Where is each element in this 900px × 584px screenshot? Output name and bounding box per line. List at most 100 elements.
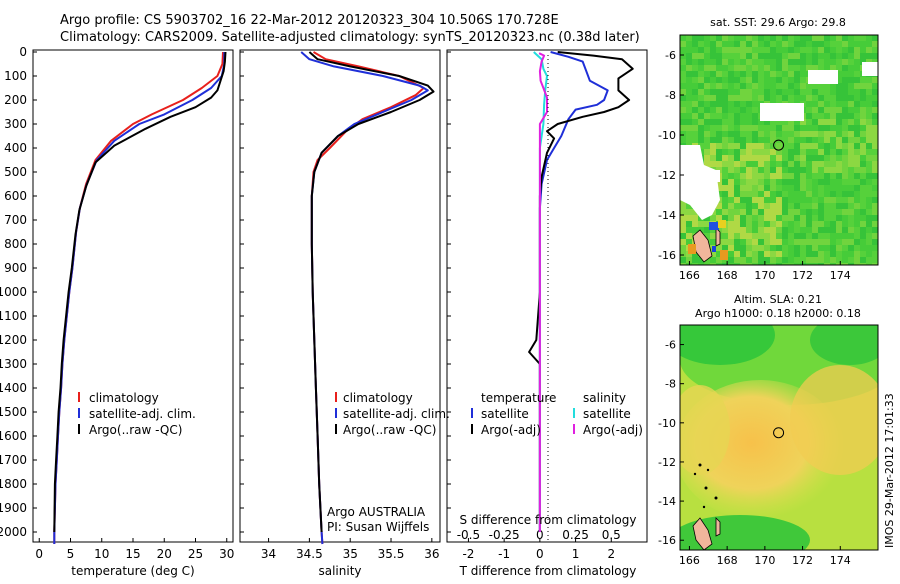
sst-cell (824, 173, 830, 179)
sst-cell (728, 215, 734, 221)
sst-cell (746, 251, 752, 257)
sst-cell (704, 137, 710, 143)
sst-cell (734, 47, 740, 53)
sst-cell (854, 131, 860, 137)
sst-cell (800, 119, 806, 125)
sst-cell (758, 89, 764, 95)
sst-cell (836, 185, 842, 191)
sst-cell (824, 83, 830, 89)
sst-cell (686, 107, 692, 113)
sst-cell (866, 131, 872, 137)
sst-cell (836, 227, 842, 233)
sst-cell (728, 119, 734, 125)
sst-cell (758, 131, 764, 137)
legend-label: climatology (343, 391, 413, 405)
sst-cell (782, 257, 788, 263)
sst-cell (692, 263, 698, 265)
sst-cell (782, 143, 788, 149)
sst-cell (848, 113, 854, 119)
sst-cell (794, 221, 800, 227)
sst-cell (716, 137, 722, 143)
sst-cell (836, 233, 842, 239)
sst-cell (776, 227, 782, 233)
sst-cell (692, 101, 698, 107)
sst-cell (860, 35, 866, 41)
sst-cell (812, 197, 818, 203)
sst-cell (812, 167, 818, 173)
sst-cell (872, 203, 878, 209)
sst-cell (710, 95, 716, 101)
sst-cell (854, 257, 860, 263)
sst-cell (800, 47, 806, 53)
difference-panel-frame (446, 49, 648, 543)
sst-cell (758, 125, 764, 131)
depth-axis: 0 100 200 300 400 500 600 700 800 900 1000 1100 1200… (0, 45, 451, 539)
sst-cell (824, 47, 830, 53)
sst-cell (830, 35, 836, 41)
sst-cell (824, 149, 830, 155)
sst-cell (860, 149, 866, 155)
sst-cell (866, 149, 872, 155)
sst-cell (692, 119, 698, 125)
x-tick-label: 10 (94, 547, 109, 561)
sst-cell (854, 203, 860, 209)
sst-cell (746, 77, 752, 83)
sst-cell (710, 83, 716, 89)
sst-cell (722, 179, 728, 185)
depth-tick-label: 800 (4, 237, 27, 251)
sst-cell (806, 251, 812, 257)
sst-cell (758, 263, 764, 265)
sst-cell (716, 83, 722, 89)
sst-cell (860, 101, 866, 107)
sst-cell (872, 173, 878, 179)
sst-cell (734, 131, 740, 137)
sst-cell (686, 65, 692, 71)
sst-cell (746, 245, 752, 251)
sst-cell (842, 173, 848, 179)
sst-cell (752, 65, 758, 71)
x-tick-label: 15 (125, 547, 140, 561)
sst-cell (818, 191, 824, 197)
sst-cell (854, 65, 860, 71)
sst-cell (836, 137, 842, 143)
sst-cell (704, 53, 710, 59)
sst-cell (830, 227, 836, 233)
sst-cell (746, 71, 752, 77)
sst-cell (776, 245, 782, 251)
sst-cell (704, 113, 710, 119)
sst-cell (860, 197, 866, 203)
sst-cell (746, 41, 752, 47)
series-line (53, 51, 227, 533)
sst-cell (800, 59, 806, 65)
sst-cell (716, 263, 722, 265)
sst-cell (722, 203, 728, 209)
sst-cell (788, 47, 794, 53)
sst-cell (704, 227, 710, 233)
sst-cell (728, 125, 734, 131)
sst-cell (752, 251, 758, 257)
sst-cell (812, 137, 818, 143)
sst-cell (728, 203, 734, 209)
x-tick-label: 30 (219, 547, 234, 561)
sst-cell (866, 251, 872, 257)
sst-cell (776, 41, 782, 47)
header-line1: Argo profile: CS 5903702_16 22-Mar-2012 … (60, 13, 559, 28)
sst-cell (854, 221, 860, 227)
series-line (310, 51, 425, 545)
sst-cell (686, 89, 692, 95)
sst-cell (752, 107, 758, 113)
sst-cell (770, 131, 776, 137)
sst-cell (824, 251, 830, 257)
sst-cell (716, 77, 722, 83)
sst-cell (848, 125, 854, 131)
sst-cell (842, 233, 848, 239)
sst-cell (698, 65, 704, 71)
sst-cell (746, 167, 752, 173)
sst-cell (824, 191, 830, 197)
sst-cell (836, 203, 842, 209)
sst-cell (854, 143, 860, 149)
sst-cell (800, 257, 806, 263)
sst-map-axes: 166 168 170 172 174 -6 -8 -10 -12 -14 -16 (658, 49, 851, 282)
sst-cell (782, 125, 788, 131)
sst-cell (854, 263, 860, 265)
